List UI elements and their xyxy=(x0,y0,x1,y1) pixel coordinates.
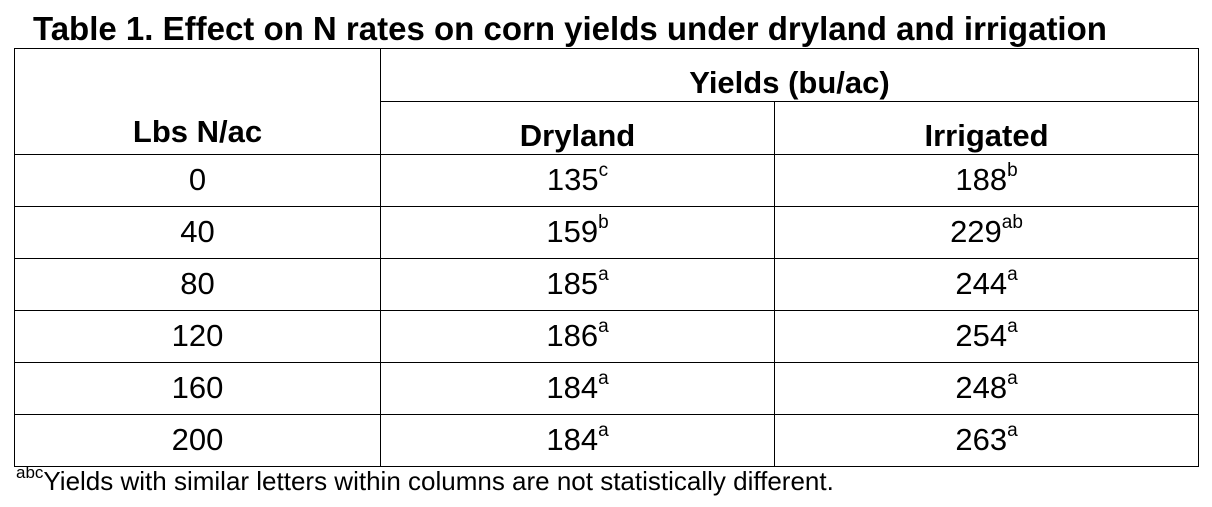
significance-letter: a xyxy=(598,367,609,389)
dryland-cell: 135c xyxy=(380,154,775,207)
significance-letter: ab xyxy=(1001,211,1023,233)
value: 184 xyxy=(546,422,599,457)
rate-cell: 0 xyxy=(14,154,381,207)
irrigated-cell: 188b xyxy=(774,154,1199,207)
significance-letter: a xyxy=(1007,263,1018,285)
rate-cell: 160 xyxy=(14,362,381,415)
header-lbs-n-ac: Lbs N/ac xyxy=(14,48,381,155)
rate-cell: 200 xyxy=(14,414,381,467)
dryland-cell: 184a xyxy=(380,362,775,415)
significance-letter: a xyxy=(598,263,609,285)
significance-letter: b xyxy=(598,211,609,233)
significance-letter: a xyxy=(598,419,609,441)
table-row: 120 186a 254a xyxy=(14,310,1199,363)
value: 185 xyxy=(546,266,599,301)
yield-table: Lbs N/ac Yields (bu/ac) Dryland Irrigate… xyxy=(14,48,1199,467)
irrigated-cell: 244a xyxy=(774,258,1199,311)
significance-letter: a xyxy=(598,315,609,337)
value: 159 xyxy=(546,214,599,249)
value: 254 xyxy=(955,318,1008,353)
value: 184 xyxy=(546,370,599,405)
value: 229 xyxy=(950,214,1002,249)
significance-letter: a xyxy=(1007,315,1018,337)
table-row: 80 185a 244a xyxy=(14,258,1199,311)
footnote-marker: abc xyxy=(16,463,44,483)
significance-letter: b xyxy=(1007,159,1018,181)
rate-cell: 80 xyxy=(14,258,381,311)
irrigated-cell: 229ab xyxy=(774,206,1199,259)
dryland-cell: 184a xyxy=(380,414,775,467)
significance-letter: a xyxy=(1007,367,1018,389)
rate-cell: 120 xyxy=(14,310,381,363)
value: 188 xyxy=(955,162,1008,197)
rate-cell: 40 xyxy=(14,206,381,259)
significance-letter: c xyxy=(598,159,609,181)
value: 263 xyxy=(955,422,1008,457)
value: 248 xyxy=(955,370,1008,405)
value: 186 xyxy=(546,318,599,353)
dryland-cell: 159b xyxy=(380,206,775,259)
value: 244 xyxy=(955,266,1008,301)
table-row: 200 184a 263a xyxy=(14,414,1199,467)
table-row: 0 135c 188b xyxy=(14,154,1199,207)
value: 135 xyxy=(546,162,599,197)
irrigated-cell: 263a xyxy=(774,414,1199,467)
footnote-text: Yields with similar letters within colum… xyxy=(43,466,834,496)
irrigated-cell: 254a xyxy=(774,310,1199,363)
dryland-cell: 185a xyxy=(380,258,775,311)
header-dryland: Dryland xyxy=(380,101,775,155)
header-yields-group: Yields (bu/ac) xyxy=(380,48,1199,102)
table-title: Table 1. Effect on N rates on corn yield… xyxy=(33,10,1107,47)
table-row: 160 184a 248a xyxy=(14,362,1199,415)
footnote: abcYields with similar letters within co… xyxy=(16,464,834,498)
table-row: 40 159b 229ab xyxy=(14,206,1199,259)
irrigated-cell: 248a xyxy=(774,362,1199,415)
significance-letter: a xyxy=(1007,419,1018,441)
header-irrigated: Irrigated xyxy=(774,101,1199,155)
dryland-cell: 186a xyxy=(380,310,775,363)
